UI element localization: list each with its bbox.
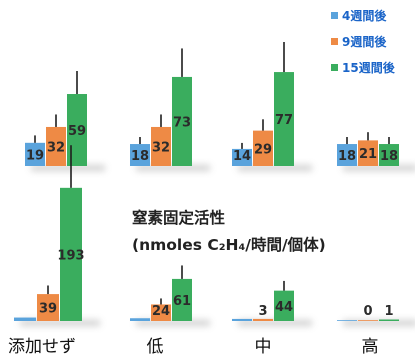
bar-lower-mid-9weeks: [253, 318, 273, 321]
bar-upper-none-15weeks: [67, 94, 87, 166]
value-label-upper-none-4weeks: 19: [26, 148, 44, 163]
value-label-lower-low-15weeks: 61: [173, 294, 191, 309]
bar-lower-none-4weeks: [14, 317, 36, 321]
legend-swatch-9weeks: [331, 38, 338, 45]
category-label-high: 高: [362, 337, 379, 357]
bar-shadow-lower-none: [20, 320, 100, 326]
value-label-lower-none-15weeks: 193: [57, 248, 84, 263]
bar-shadow-upper-mid: [238, 165, 312, 171]
value-label-upper-mid-15weeks: 77: [275, 113, 293, 128]
bar-lower-high-15weeks: [379, 319, 399, 321]
bar-upper-low-15weeks: [172, 76, 192, 166]
bar-upper-none-4weeks: [25, 142, 45, 166]
bar-upper-high-9weeks: [358, 140, 378, 166]
bar-lower-low-9weeks: [151, 304, 171, 321]
bar-lower-low-4weeks: [130, 318, 150, 321]
legend-label-9weeks: 9週間後: [342, 34, 387, 49]
bar-upper-low-4weeks: [130, 144, 150, 166]
bar-shadow-lower-high: [343, 320, 415, 326]
category-label-low: 低: [147, 337, 164, 357]
value-label-upper-mid-4weeks: 14: [233, 149, 251, 164]
bar-lower-high-9weeks: [358, 320, 378, 321]
bar-upper-mid-9weeks: [253, 130, 273, 166]
value-label-lower-low-9weeks: 24: [152, 304, 170, 319]
bar-upper-high-15weeks: [379, 144, 399, 166]
bar-lower-none-15weeks: [60, 187, 82, 321]
annotation-line-2: (nmoles C₂H₄/時間/個体): [132, 235, 326, 254]
value-label-upper-none-9weeks: 32: [47, 140, 65, 155]
bar-lower-low-15weeks: [172, 278, 192, 321]
value-label-lower-mid-9weeks: 3: [258, 304, 267, 319]
value-label-upper-high-9weeks: 21: [359, 147, 377, 162]
value-label-lower-none-9weeks: 39: [39, 302, 57, 317]
legend-label-4weeks: 4週間後: [342, 8, 387, 23]
category-label-none: 添加せず: [8, 337, 76, 357]
value-label-upper-low-4weeks: 18: [131, 149, 149, 164]
bar-shadow-lower-mid: [238, 320, 312, 326]
value-label-upper-none-15weeks: 59: [68, 124, 86, 139]
bar-shadow-upper-high: [343, 165, 415, 171]
value-label-lower-mid-15weeks: 44: [275, 300, 293, 315]
bar-upper-mid-15weeks: [274, 72, 294, 166]
legend: 4週間後 9週間後 15週間後: [331, 8, 396, 75]
bar-shadow-lower-low: [136, 320, 210, 326]
category-label-mid: 中: [255, 337, 272, 357]
bar-lower-none-9weeks: [37, 294, 59, 321]
bar-lower-high-4weeks: [337, 320, 357, 321]
value-label-lower-high-15weeks: 1: [384, 304, 393, 319]
bar-lower-mid-4weeks: [232, 318, 252, 321]
value-label-upper-low-9weeks: 32: [152, 140, 170, 155]
bar-shadow-upper-none: [31, 165, 105, 171]
bar-upper-none-9weeks: [46, 126, 66, 166]
value-label-upper-low-15weeks: 73: [173, 115, 191, 130]
value-label-upper-mid-9weeks: 29: [254, 142, 272, 157]
bar-upper-mid-4weeks: [232, 148, 252, 166]
value-label-upper-high-15weeks: 18: [380, 149, 398, 164]
bar-upper-high-4weeks: [337, 144, 357, 166]
legend-swatch-4weeks: [331, 12, 338, 19]
annotation-line-1: 窒素固定活性: [132, 208, 226, 227]
value-label-upper-high-4weeks: 18: [338, 149, 356, 164]
bar-lower-mid-15weeks: [274, 290, 294, 321]
legend-swatch-15weeks: [331, 64, 338, 71]
value-label-lower-high-9weeks: 0: [363, 304, 372, 319]
legend-label-15weeks: 15週間後: [342, 60, 396, 75]
bar-shadow-upper-low: [136, 165, 210, 171]
bar-upper-low-9weeks: [151, 126, 171, 166]
